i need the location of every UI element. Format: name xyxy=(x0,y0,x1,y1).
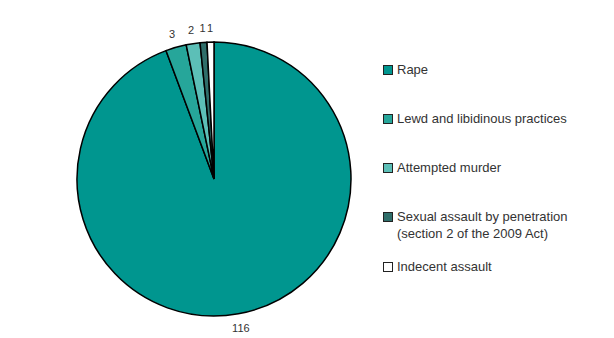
html-text:Attempted murder: Attempted murder xyxy=(397,160,501,175)
svg-text:1: 1 xyxy=(207,22,213,34)
html-text:Rape: Rape xyxy=(397,62,429,77)
svg-text:2: 2 xyxy=(188,24,194,36)
svg-text:3: 3 xyxy=(169,28,175,40)
html-text:Indecent assault: Indecent assault xyxy=(397,259,492,274)
svg-text:116: 116 xyxy=(232,322,250,334)
svg-text:1: 1 xyxy=(199,22,205,34)
html-text:(section 2 of the 2009 Act): (section 2 of the 2009 Act) xyxy=(397,226,548,241)
html-text:Sexual assault by penetration: Sexual assault by penetration xyxy=(397,209,568,224)
html-text:Lewd and libidinous practices: Lewd and libidinous practices xyxy=(397,111,567,126)
